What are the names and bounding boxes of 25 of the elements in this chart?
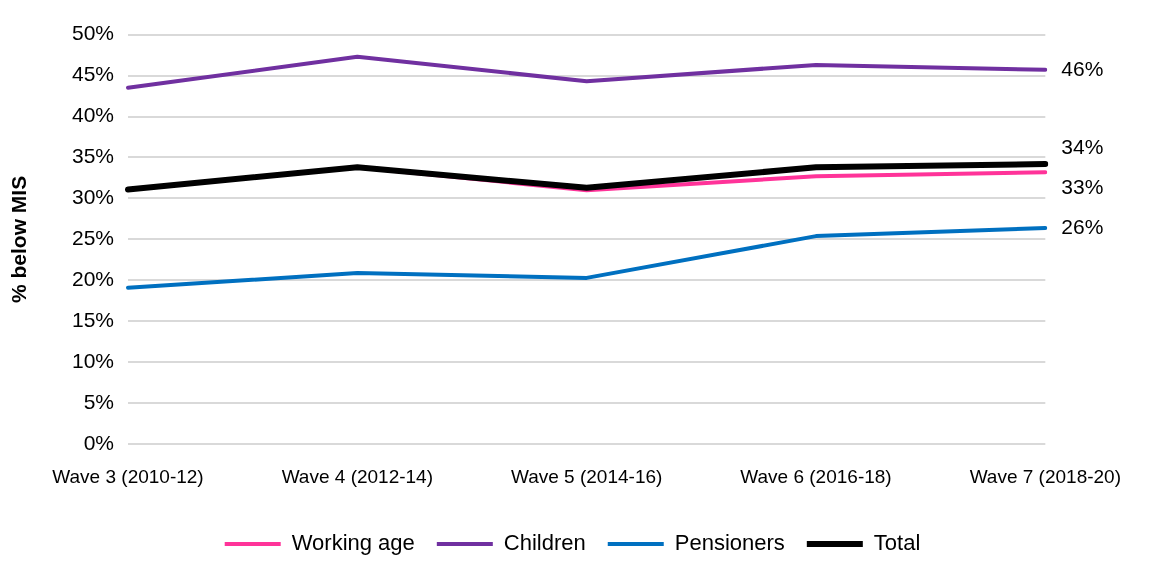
y-tick-label: 10% xyxy=(71,349,114,373)
y-tick-label: 45% xyxy=(71,62,114,86)
data-label: 34% xyxy=(1061,134,1104,158)
data-label: 33% xyxy=(1061,174,1104,198)
x-tick-label: Wave 4 (2012-14) xyxy=(281,465,434,487)
x-tick-label: Wave 7 (2018-20) xyxy=(969,465,1121,487)
legend-label: Total xyxy=(873,530,921,556)
y-tick-label: 50% xyxy=(71,21,114,45)
y-tick-label: 30% xyxy=(71,185,114,209)
y-tick-label: 5% xyxy=(83,390,114,414)
legend-label: Working age xyxy=(291,530,415,556)
x-tick-label: Wave 5 (2014-16) xyxy=(510,465,663,487)
y-tick-label: 20% xyxy=(71,267,114,291)
y-tick-label: 35% xyxy=(71,144,114,168)
y-tick-label: 25% xyxy=(71,226,114,250)
y-tick-label: 15% xyxy=(71,308,114,332)
y-axis-title: % below MIS xyxy=(7,175,31,303)
x-tick-label: Wave 6 (2016-18) xyxy=(740,465,892,487)
x-tick-label: Wave 3 (2010-12) xyxy=(52,465,204,487)
legend-label: Pensioners xyxy=(674,530,785,556)
y-tick-label: 40% xyxy=(71,103,114,127)
data-label: 26% xyxy=(1061,214,1104,238)
data-label: 46% xyxy=(1061,56,1104,80)
y-tick-label: 0% xyxy=(83,431,114,454)
legend-label: Children xyxy=(503,530,586,556)
